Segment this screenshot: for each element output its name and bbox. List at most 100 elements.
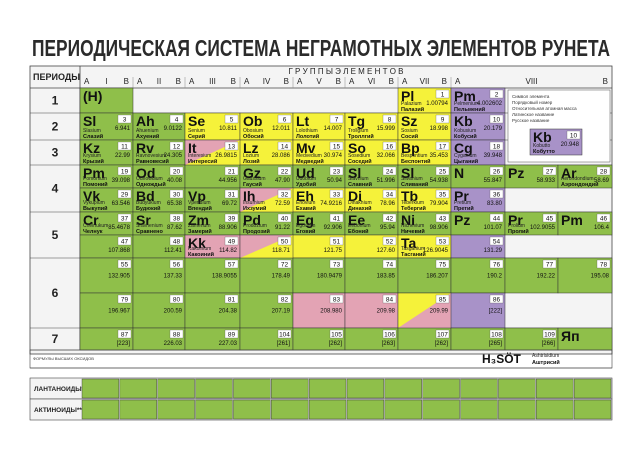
number-box	[329, 329, 344, 339]
element-number: 14	[281, 143, 289, 150]
element-number: 5	[230, 116, 234, 123]
atomic-weight: [265]	[489, 341, 503, 347]
oxides-russian: Аштрисий	[532, 359, 560, 366]
atomic-weight: 186.207	[426, 274, 448, 280]
group-number: I	[105, 77, 107, 86]
number-box	[489, 141, 504, 151]
atomic-weight: 98.906	[430, 225, 449, 231]
atomic-weight: 83.80	[487, 201, 503, 207]
number-box	[382, 236, 397, 246]
element-number: 45	[546, 215, 554, 222]
atomic-weight: 180.9479	[317, 274, 343, 280]
atomic-weight: 58.69	[594, 178, 610, 184]
number-box	[277, 329, 292, 339]
russian-name: Впендий	[188, 205, 212, 212]
element-number: 10	[493, 116, 501, 123]
element-number: 33	[333, 191, 341, 198]
oxides-frame	[29, 349, 613, 369]
atomic-weight: 74.9216	[320, 201, 342, 207]
element-number: 4	[175, 116, 179, 123]
element-number: 41	[333, 215, 341, 222]
element-number: 51	[333, 238, 341, 245]
atomic-weight: 112.41	[164, 248, 183, 254]
number-box	[117, 259, 132, 269]
number-box	[489, 213, 504, 223]
latin-name: Prodozium	[243, 223, 267, 229]
russian-name: Медведий	[296, 158, 324, 165]
number-box	[489, 294, 504, 304]
latin-name: Slivanium	[401, 176, 423, 182]
element-number: 77	[546, 261, 554, 268]
element-number: 26	[493, 168, 501, 175]
group-a: A	[84, 77, 90, 86]
atomic-weight: 92.906	[324, 225, 343, 231]
group-a: A	[137, 77, 143, 86]
group-b: B	[284, 77, 289, 86]
atomic-weight: 200.59	[164, 309, 183, 315]
number-box	[117, 166, 132, 176]
latin-name: Interesium	[188, 153, 211, 159]
atomic-weight: 226.03	[164, 341, 183, 347]
period-number: 6	[52, 286, 59, 300]
russian-name: Будюкий	[136, 205, 161, 212]
atomic-weight: 118.71	[272, 248, 291, 254]
element-number: 21	[228, 168, 236, 175]
group-a: A	[244, 77, 250, 86]
legend-item: Латинское название	[512, 112, 555, 117]
groups-header: Г Р У П П Ы Э Л Е М Е Н Т О В	[288, 67, 403, 76]
period-number: 5	[52, 228, 59, 242]
number-box	[489, 189, 504, 199]
number-box	[224, 236, 239, 246]
element-symbol: Pz	[454, 212, 470, 228]
element-symbol: Pr	[508, 212, 523, 228]
element-number: 27	[546, 168, 554, 175]
latin-name: Sosium	[401, 128, 418, 134]
atomic-weight: 196.967	[108, 309, 130, 315]
element-symbol: Pr	[454, 188, 469, 204]
element-number: 2	[495, 91, 499, 98]
atomic-weight: 9.0122	[164, 126, 183, 132]
element-number: 108	[491, 331, 502, 338]
lanthanoids-cell	[536, 378, 574, 399]
latin-name: Odnowdium	[136, 176, 163, 182]
element-number: 6	[283, 116, 287, 123]
russian-name: Тасганий	[401, 251, 426, 258]
element-number: 109	[544, 331, 555, 338]
number-box	[169, 213, 184, 223]
number-box	[329, 213, 344, 223]
number-box	[542, 213, 557, 223]
element-number: 55	[121, 261, 129, 268]
atomic-weight: 51.996	[377, 178, 396, 184]
element-number: 20	[173, 168, 181, 175]
atomic-weight: 91.22	[275, 225, 291, 231]
number-box	[382, 213, 397, 223]
atomic-weight: 78.96	[380, 201, 396, 207]
element-symbol: Rv	[136, 140, 154, 156]
number-box	[435, 236, 450, 246]
number-box	[489, 329, 504, 339]
number-box	[277, 213, 292, 223]
lanthanoids-cell	[271, 378, 309, 399]
element-cell	[450, 87, 506, 114]
element-symbol: Cg	[454, 140, 473, 156]
element-symbol: Lt	[296, 113, 310, 129]
element-number: 105	[331, 331, 342, 338]
element-symbol: Ee	[348, 212, 365, 228]
number-box	[224, 189, 239, 199]
number-box	[329, 294, 344, 304]
element-number: 25	[439, 168, 447, 175]
element-symbol: Яп	[561, 328, 580, 344]
element-symbol: Di	[348, 188, 362, 204]
number-box	[382, 189, 397, 199]
atomic-weight: 88.906	[219, 225, 238, 231]
latin-name: Eebonium	[348, 223, 371, 229]
actinoids-cell	[498, 399, 536, 420]
russian-name: Замерий	[188, 228, 212, 235]
atomic-weight: 207.19	[272, 309, 291, 315]
group-a: A	[402, 77, 408, 86]
group-number: VII	[420, 77, 430, 86]
actinoids-cell	[195, 399, 233, 420]
russian-name: Динахий	[348, 205, 372, 212]
number-box	[596, 166, 611, 176]
